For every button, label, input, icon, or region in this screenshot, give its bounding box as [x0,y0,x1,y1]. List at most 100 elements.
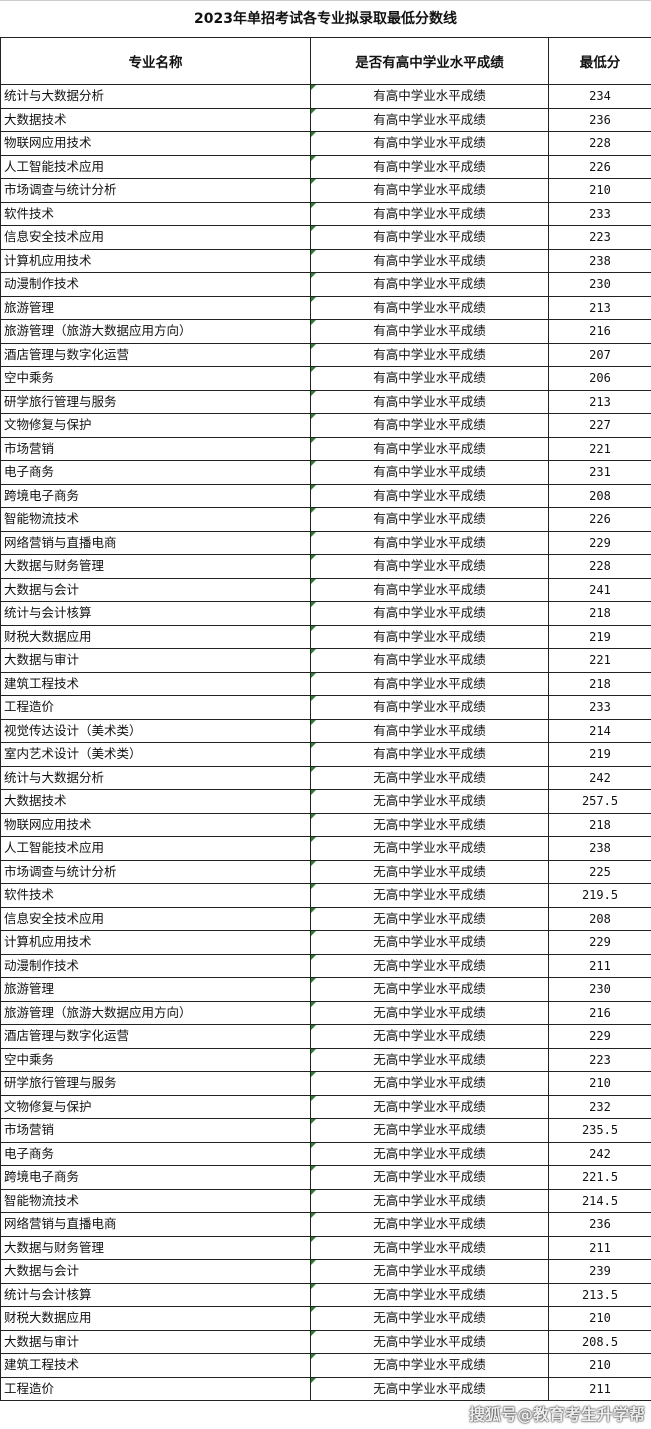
table-row: 旅游管理 无高中学业水平成绩 230 [0,977,651,1002]
major-name-cell: 文物修复与保护 [0,1094,311,1119]
table-row: 大数据与会计 无高中学业水平成绩 239 [0,1259,651,1284]
min-score-cell: 223 [548,1047,651,1072]
major-name-cell: 研学旅行管理与服务 [0,389,311,414]
table-row: 文物修复与保护 有高中学业水平成绩 227 [0,413,651,438]
table-row: 信息安全技术应用 有高中学业水平成绩 223 [0,225,651,250]
has-score-cell: 有高中学业水平成绩 [310,342,549,367]
major-name-cell: 统计与大数据分析 [0,84,311,109]
has-score-cell: 有高中学业水平成绩 [310,601,549,626]
min-score-cell: 226 [548,154,651,179]
has-score-cell: 有高中学业水平成绩 [310,648,549,673]
major-name-cell: 动漫制作技术 [0,953,311,978]
major-name-cell: 工程造价 [0,695,311,720]
table-row: 动漫制作技术 有高中学业水平成绩 230 [0,272,651,297]
has-score-cell: 无高中学业水平成绩 [310,1282,549,1307]
min-score-cell: 225 [548,859,651,884]
has-score-cell: 有高中学业水平成绩 [310,248,549,273]
table-row: 信息安全技术应用 无高中学业水平成绩 208 [0,906,651,931]
min-score-cell: 218 [548,671,651,696]
min-score-cell: 207 [548,342,651,367]
major-name-cell: 大数据与审计 [0,648,311,673]
min-score-cell: 228 [548,554,651,579]
table-row: 工程造价 有高中学业水平成绩 233 [0,695,651,720]
min-score-cell: 230 [548,272,651,297]
table-row: 电子商务 无高中学业水平成绩 242 [0,1141,651,1166]
has-score-cell: 无高中学业水平成绩 [310,906,549,931]
has-score-cell: 有高中学业水平成绩 [310,154,549,179]
min-score-cell: 219 [548,624,651,649]
has-score-cell: 有高中学业水平成绩 [310,460,549,485]
table-row: 视觉传达设计（美术类） 有高中学业水平成绩 214 [0,718,651,743]
table-row: 电子商务 有高中学业水平成绩 231 [0,460,651,485]
min-score-cell: 208 [548,483,651,508]
table-row: 物联网应用技术 无高中学业水平成绩 218 [0,812,651,837]
table-row: 研学旅行管理与服务 有高中学业水平成绩 213 [0,389,651,414]
major-name-cell: 计算机应用技术 [0,930,311,955]
table-row: 大数据与财务管理 无高中学业水平成绩 211 [0,1235,651,1260]
major-name-cell: 电子商务 [0,1141,311,1166]
min-score-cell: 241 [548,577,651,602]
table-row: 智能物流技术 无高中学业水平成绩 214.5 [0,1188,651,1213]
min-score-cell: 233 [548,695,651,720]
has-score-cell: 有高中学业水平成绩 [310,366,549,391]
table-row: 酒店管理与数字化运营 无高中学业水平成绩 229 [0,1024,651,1049]
min-score-cell: 230 [548,977,651,1002]
has-score-cell: 有高中学业水平成绩 [310,671,549,696]
has-score-cell: 无高中学业水平成绩 [310,1212,549,1237]
min-score-cell: 221 [548,648,651,673]
table-row: 旅游管理（旅游大数据应用方向） 有高中学业水平成绩 216 [0,319,651,344]
major-name-cell: 空中乘务 [0,1047,311,1072]
major-name-cell: 跨境电子商务 [0,483,311,508]
min-score-cell: 221.5 [548,1165,651,1190]
table-row: 跨境电子商务 无高中学业水平成绩 221.5 [0,1165,651,1190]
has-score-cell: 无高中学业水平成绩 [310,836,549,861]
table-row: 人工智能技术应用 无高中学业水平成绩 238 [0,836,651,861]
major-name-cell: 智能物流技术 [0,1188,311,1213]
has-score-cell: 有高中学业水平成绩 [310,107,549,132]
has-score-cell: 无高中学业水平成绩 [310,977,549,1002]
table-row: 统计与大数据分析 有高中学业水平成绩 234 [0,84,651,109]
table-row: 大数据与审计 无高中学业水平成绩 208.5 [0,1329,651,1354]
min-score-cell: 226 [548,507,651,532]
min-score-cell: 216 [548,319,651,344]
min-score-cell: 210 [548,1353,651,1378]
has-score-cell: 有高中学业水平成绩 [310,272,549,297]
major-name-cell: 大数据与审计 [0,1329,311,1354]
table-row: 统计与大数据分析 无高中学业水平成绩 242 [0,765,651,790]
min-score-cell: 219 [548,742,651,767]
major-name-cell: 旅游管理（旅游大数据应用方向） [0,319,311,344]
table-row: 大数据与审计 有高中学业水平成绩 221 [0,648,651,673]
min-score-cell: 236 [548,107,651,132]
table-row: 空中乘务 无高中学业水平成绩 223 [0,1047,651,1072]
major-name-cell: 信息安全技术应用 [0,225,311,250]
has-score-cell: 有高中学业水平成绩 [310,436,549,461]
has-score-cell: 有高中学业水平成绩 [310,718,549,743]
table-row: 计算机应用技术 无高中学业水平成绩 229 [0,930,651,955]
table-row: 人工智能技术应用 有高中学业水平成绩 226 [0,154,651,179]
table-row: 旅游管理（旅游大数据应用方向） 无高中学业水平成绩 216 [0,1000,651,1025]
min-score-cell: 211 [548,1376,651,1401]
major-name-cell: 旅游管理 [0,977,311,1002]
major-name-cell: 物联网应用技术 [0,131,311,156]
major-name-cell: 文物修复与保护 [0,413,311,438]
major-name-cell: 视觉传达设计（美术类） [0,718,311,743]
table-row: 物联网应用技术 有高中学业水平成绩 228 [0,131,651,156]
major-name-cell: 研学旅行管理与服务 [0,1071,311,1096]
table-row: 市场营销 无高中学业水平成绩 235.5 [0,1118,651,1143]
major-name-cell: 软件技术 [0,883,311,908]
min-score-cell: 214.5 [548,1188,651,1213]
major-name-cell: 人工智能技术应用 [0,154,311,179]
major-name-cell: 市场营销 [0,1118,311,1143]
table-row: 市场调查与统计分析 无高中学业水平成绩 225 [0,859,651,884]
min-score-cell: 234 [548,84,651,109]
min-score-cell: 210 [548,178,651,203]
min-score-cell: 213.5 [548,1282,651,1307]
header-min-score: 最低分 [548,37,651,85]
min-score-cell: 242 [548,765,651,790]
major-name-cell: 跨境电子商务 [0,1165,311,1190]
min-score-cell: 235.5 [548,1118,651,1143]
has-score-cell: 有高中学业水平成绩 [310,201,549,226]
min-score-cell: 233 [548,201,651,226]
major-name-cell: 大数据技术 [0,789,311,814]
table-row: 文物修复与保护 无高中学业水平成绩 232 [0,1094,651,1119]
